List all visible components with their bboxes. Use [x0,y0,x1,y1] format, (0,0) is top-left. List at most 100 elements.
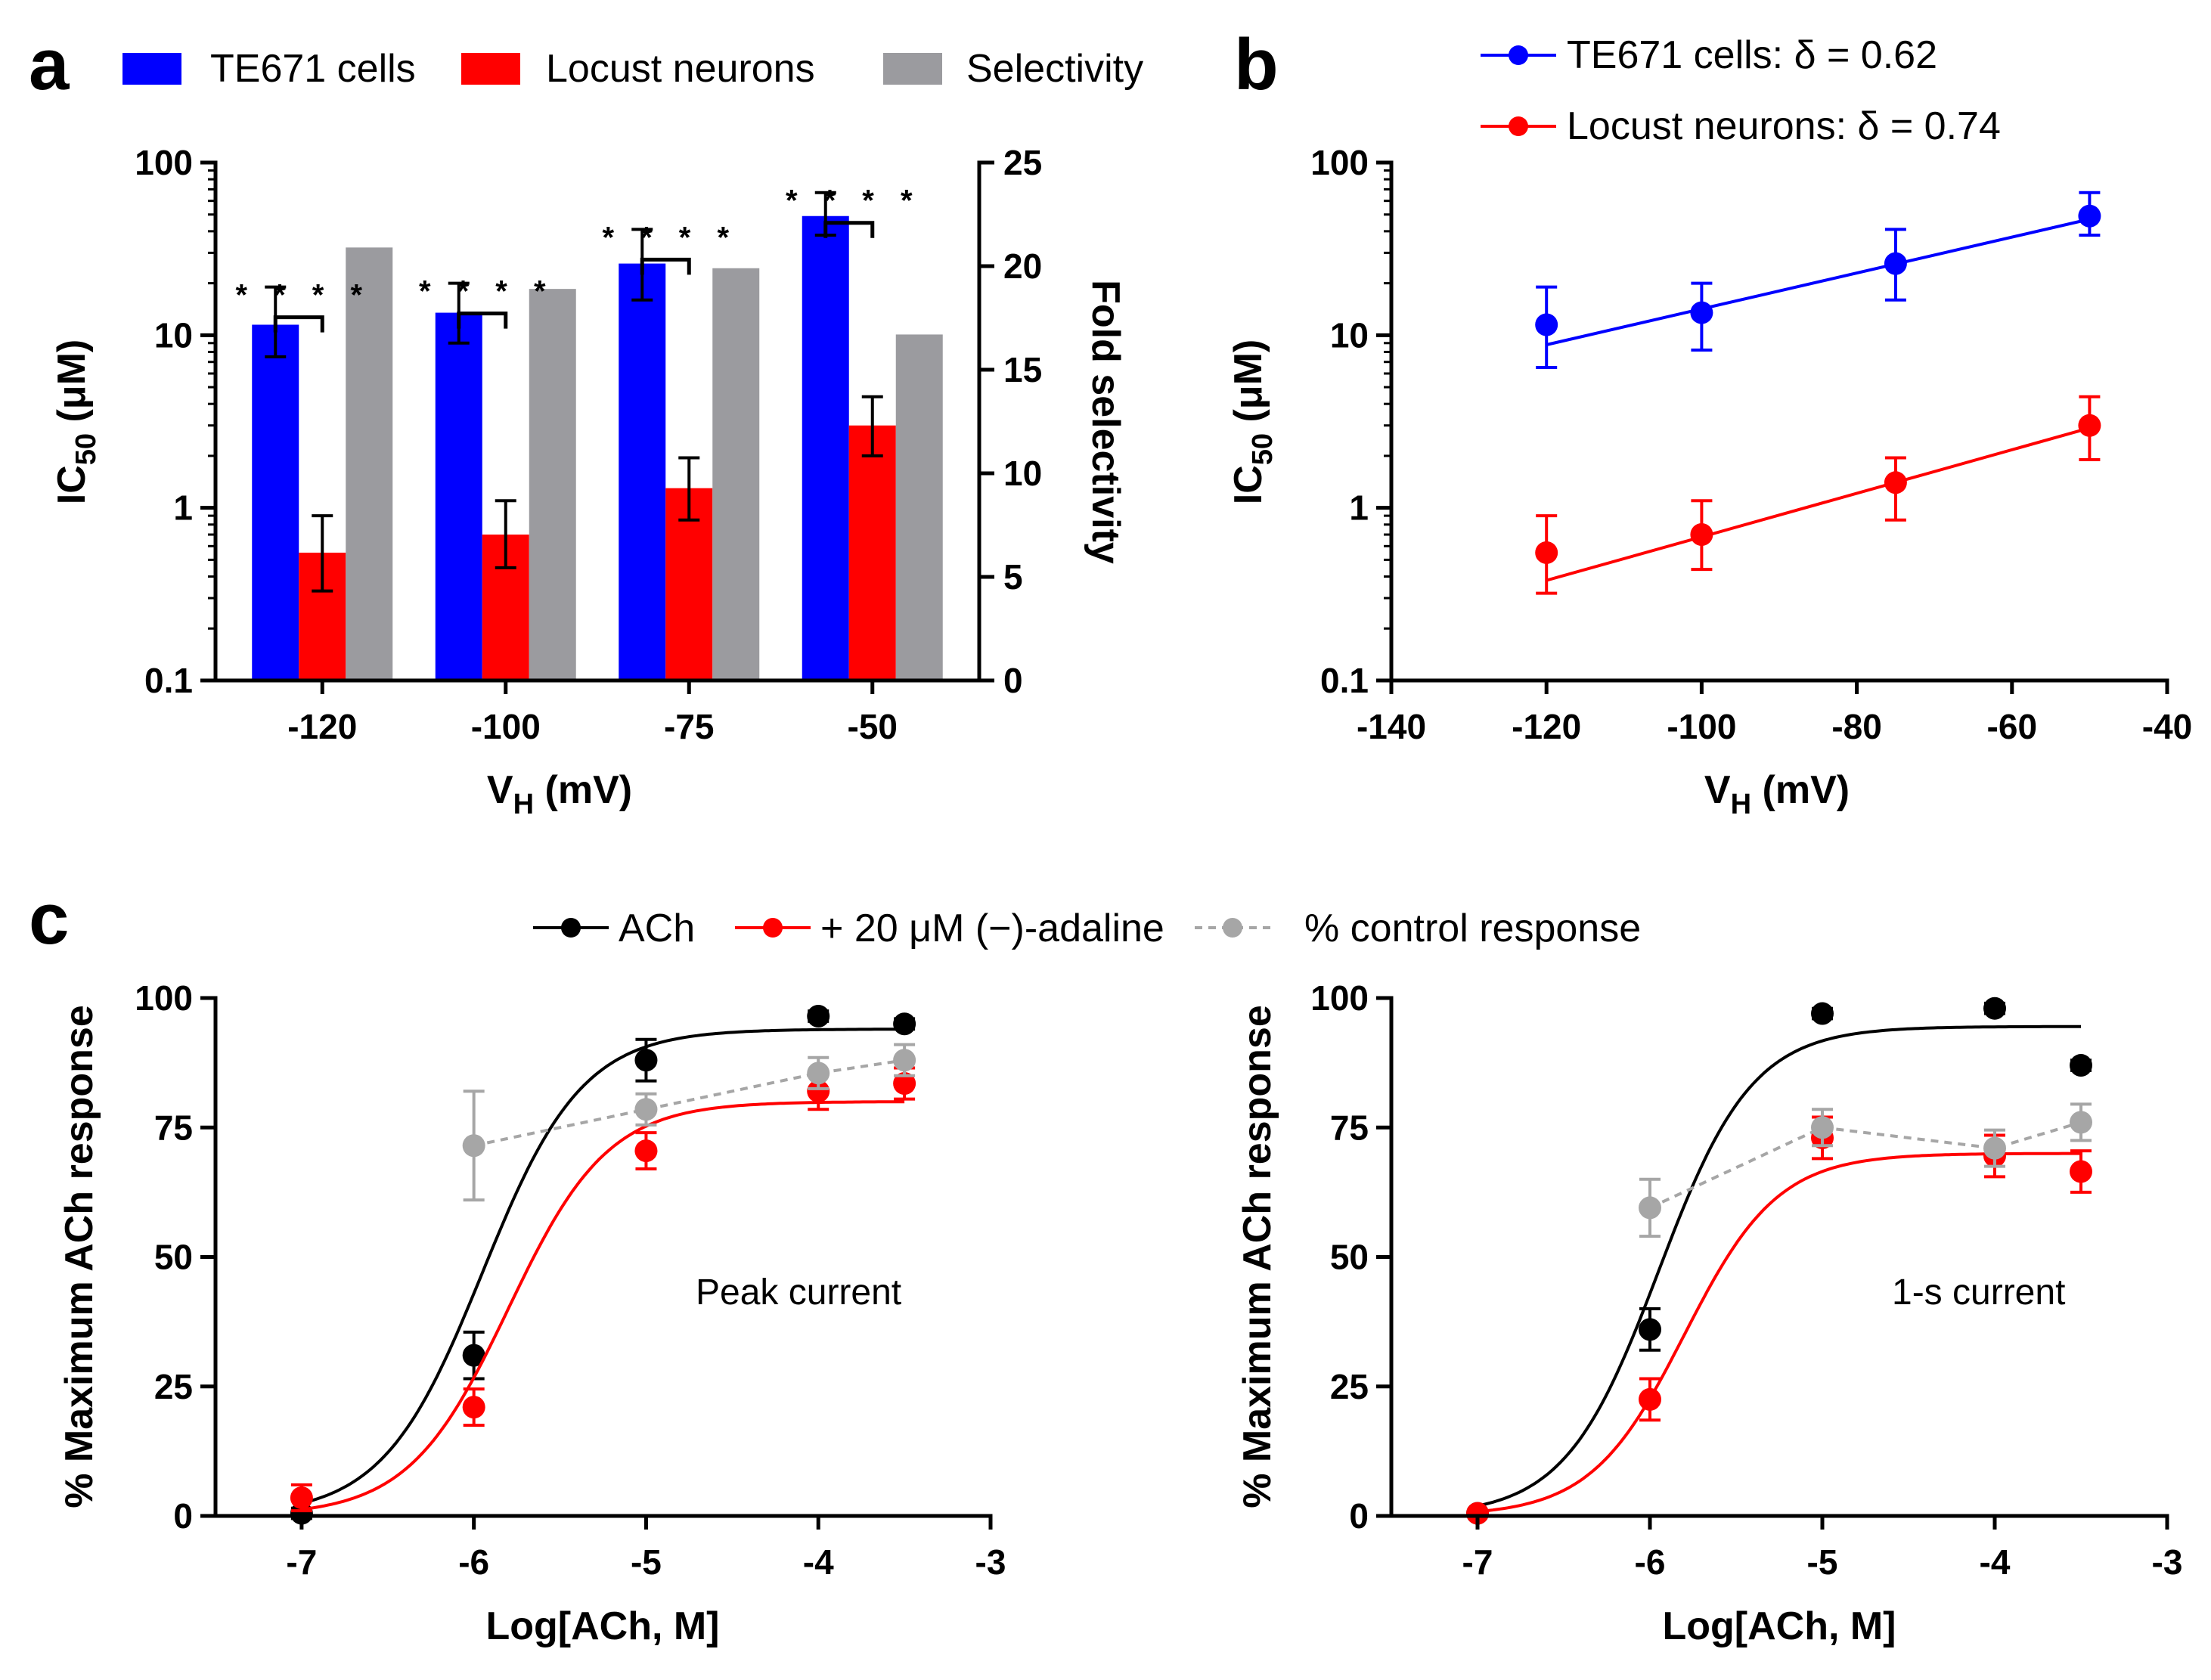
y2-tick-label-20: 20 [1003,246,1042,286]
panel-b-ylabel: IC50 (μM) [1226,339,1279,505]
y2-tick-label-10: 10 [1003,454,1042,493]
x-tick-label--6: -6 [1635,1542,1666,1582]
y-tick-label-100: 100 [135,978,193,1018]
panel-c-left-plot: -7 -6 -5 -4 -3 0 25 50 75 100 [135,978,1006,1582]
dashed-line-2 [1649,1121,2082,1210]
legend-b-marker-locust [1509,116,1528,136]
y2-tick-label-25: 25 [1003,143,1042,182]
x-tick-label--140: -140 [1357,707,1426,746]
point-1--6 [1639,1387,1661,1411]
bar-te671-cells--120 [252,324,299,680]
y-tick-label-0.1: 0.1 [144,661,193,700]
panel-label-a: a [29,24,70,105]
point-0--5 [1811,1002,1834,1025]
fit-curve-1 [1477,1152,2081,1514]
panel-label-b: b [1234,24,1279,105]
y-tick-label-75: 75 [1330,1108,1369,1147]
point-2--4 [1983,1136,2006,1160]
panel-c-left-ylabel: % Maximum ACh response [57,1005,101,1508]
x-tick-label--100: -100 [1667,707,1736,746]
point-0--4 [1983,997,2006,1020]
x-tick-label--120: -120 [1512,707,1581,746]
legend-c-marker-control [1223,918,1242,938]
panel-c-right-ylabel: % Maximum ACh response [1236,1005,1279,1508]
significance-bracket--50 [823,221,875,238]
panel-b: b TE671 cells: δ = 0.62 Locust neurons: … [1226,24,2192,820]
x-tick-label--6: -6 [458,1542,489,1582]
point-2--6 [1639,1196,1661,1220]
y-tick-label-0: 0 [1349,1496,1369,1536]
x-tick-label--3: -3 [2152,1542,2183,1582]
panel-a: a TE671 cells Locust neurons Selectivity… [29,24,1143,820]
y-tick-label-100: 100 [1310,978,1369,1018]
point-1--3.5 [2070,1160,2092,1183]
point-0--50 [2078,204,2101,228]
point-1--7 [1466,1502,1489,1525]
point-1--120 [1535,541,1558,564]
legend-a-selectivity: Selectivity [966,47,1143,91]
point-0--6 [462,1344,485,1367]
point-0--4 [807,1004,830,1028]
legend-c-adaline: + 20 μM (−)-adaline [820,907,1164,950]
legend-a: TE671 cells Locust neurons Selectivity [122,47,1143,91]
point-0--6 [1639,1318,1661,1341]
legend-a-swatch-te671 [122,53,181,85]
x-tick-label--4: -4 [1980,1542,2011,1582]
y-tick-label-25: 25 [154,1367,193,1406]
legend-b-marker-te671 [1509,45,1528,65]
bar-selectivity--75 [712,268,760,680]
bar-locust-neurons--50 [848,425,896,680]
legend-a-swatch-selectivity [883,53,942,85]
panel-c-right-xlabel: Log[ACh, M] [1662,1604,1896,1648]
y-tick-label-10: 10 [154,315,193,355]
panel-c: c ACh + 20 μM (−)-adaline % control resp… [29,879,2182,1648]
x-tick-label--60: -60 [1987,707,2037,746]
point-0--3.5 [893,1012,916,1036]
legend-b-locust: Locust neurons: δ = 0.74 [1567,104,2001,148]
fit-curve-0 [301,1028,905,1505]
fit-curve-1 [301,1100,905,1511]
panel-a-plot: -120 * * * * -100 * * * * -75 * * * * -50 * * *… [135,143,1042,746]
x-tick-label--50: -50 [848,707,898,746]
x-tick-label--7: -7 [286,1542,317,1582]
x-tick-label--7: -7 [1462,1542,1493,1582]
fit-curve-0 [1477,1024,2081,1508]
y2-tick-label-0: 0 [1003,661,1023,700]
x-tick-label--75: -75 [664,707,714,746]
legend-b: TE671 cells: δ = 0.62 Locust neurons: δ … [1481,33,2001,148]
fit-line-1 [1546,426,2090,582]
panel-a-xlabel: VH (mV) [487,768,632,820]
x-tick-label--120: -120 [287,707,357,746]
bar-te671-cells--75 [619,263,666,681]
panel-b-axes [1389,160,2169,683]
y-tick-label-50: 50 [1330,1238,1369,1277]
point-1--4 [807,1080,830,1103]
y-tick-label-100: 100 [135,143,193,182]
panel-a-y2label: Fold selectivity [1084,280,1127,564]
y2-tick-label-5: 5 [1003,557,1023,597]
x-tick-label--4: -4 [803,1542,834,1582]
point-1--5 [634,1139,658,1163]
significance-bracket--100 [457,312,508,329]
point-2--6 [462,1134,485,1158]
legend-a-te671: TE671 cells [210,47,416,91]
bar-te671-cells--100 [435,312,482,680]
panel-a-ylabel: IC50 (μM) [50,339,102,505]
significance-stars--50: * * * * [786,184,922,218]
panel-b-plot: -140 -120 -100 -80 -60 -40 0.1 1 10 100 [1310,143,2192,746]
significance-stars--120: * * * * [235,279,371,312]
legend-a-locust: Locust neurons [546,47,815,91]
panel-a-axes [213,160,981,683]
point-1--3.5 [893,1072,916,1096]
legend-c-ach: ACh [619,907,695,950]
legend-c-marker-ach [561,918,581,938]
legend-c-marker-adaline [763,918,783,938]
point-1--100 [1690,523,1713,547]
x-tick-label--80: -80 [1831,707,1881,746]
y2-tick-label-15: 15 [1003,350,1042,389]
y-tick-label-1: 1 [173,488,193,528]
panel-c-right-plot: -7 -6 -5 -4 -3 0 25 50 75 100 [1310,978,2182,1582]
significance-bracket--75 [640,257,691,275]
x-tick-label--3: -3 [975,1542,1006,1582]
